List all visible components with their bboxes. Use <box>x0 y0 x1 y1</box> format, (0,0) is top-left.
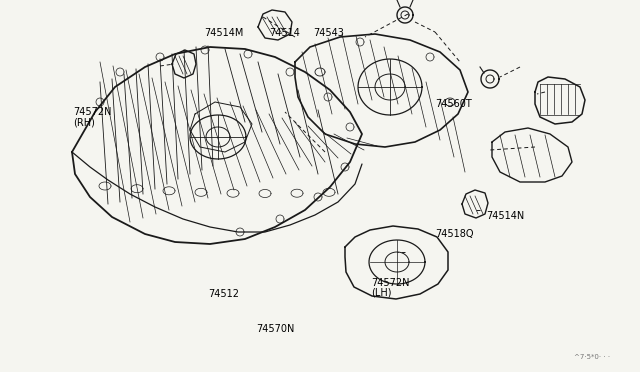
Text: 74512: 74512 <box>208 289 239 299</box>
Text: 74560T: 74560T <box>435 99 472 109</box>
Text: 74518Q: 74518Q <box>435 230 474 239</box>
Text: 74543: 74543 <box>314 29 344 38</box>
Text: 74572N: 74572N <box>371 278 410 288</box>
Text: 74570N: 74570N <box>256 324 294 334</box>
Text: 74514N: 74514N <box>486 211 525 221</box>
Text: (LH): (LH) <box>371 288 392 298</box>
Text: 74514M: 74514M <box>204 29 243 38</box>
Text: 74514: 74514 <box>269 29 300 38</box>
Text: ^7·5*0· · ·: ^7·5*0· · · <box>574 354 610 360</box>
Text: 74572N: 74572N <box>74 107 112 116</box>
Text: (RH): (RH) <box>74 117 95 127</box>
